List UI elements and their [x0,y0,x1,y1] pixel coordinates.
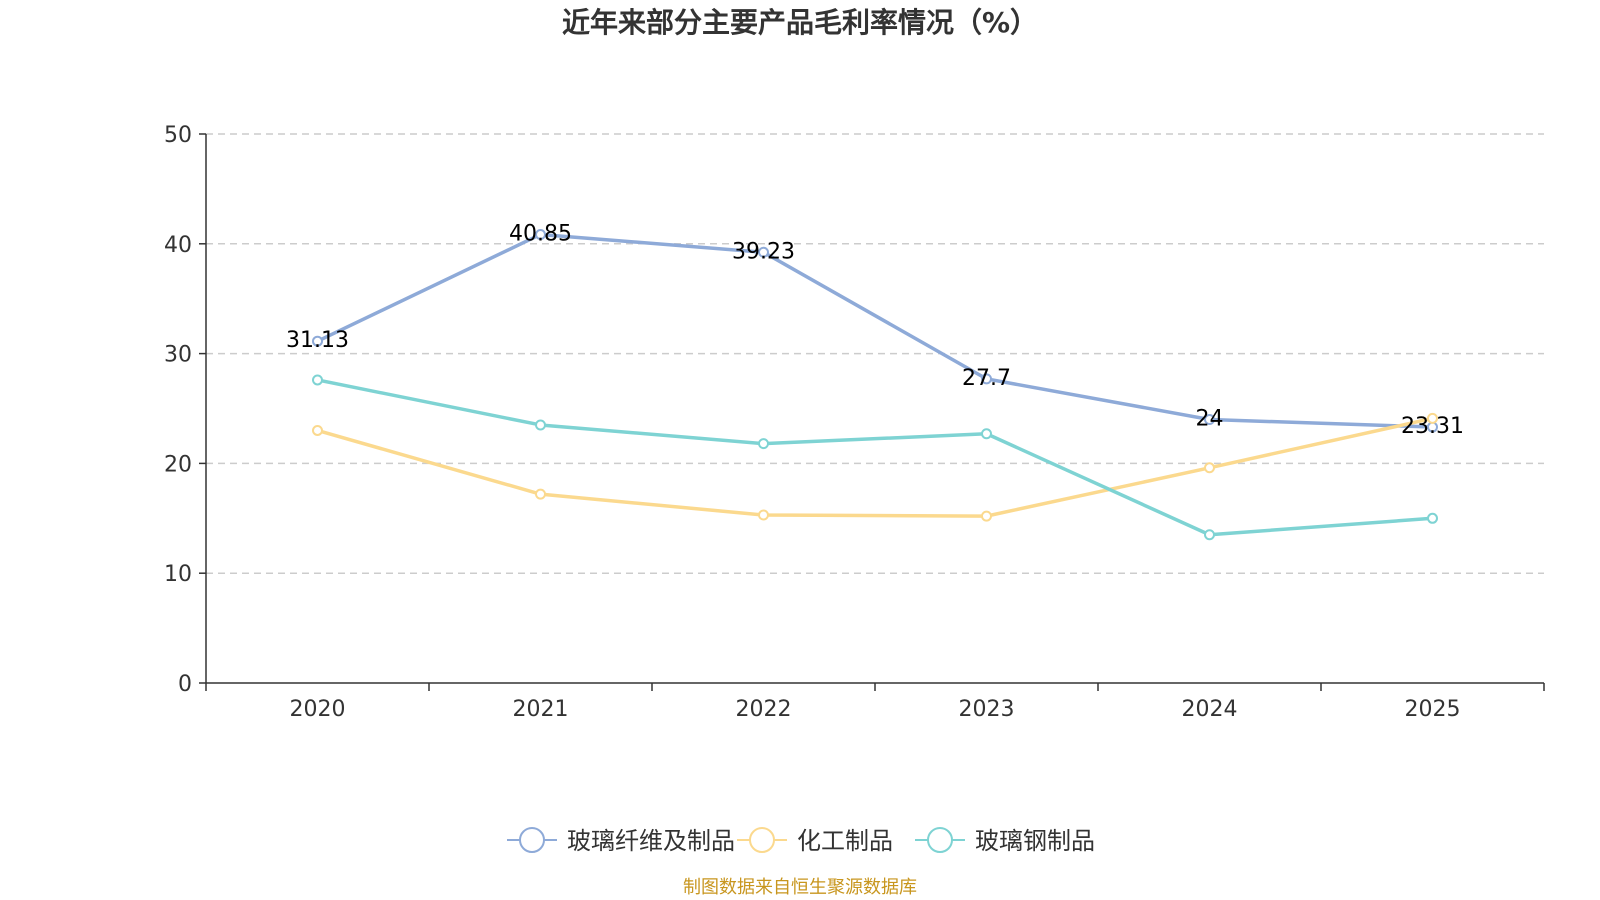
legend-label: 玻璃纤维及制品 [567,827,735,855]
y-tick-label: 10 [164,562,192,587]
legend[interactable]: 玻璃纤维及制品 化工制品 玻璃钢制品 [507,827,1095,855]
legend-item-2[interactable]: 化工制品 [737,827,893,855]
series-3 [312,374,1438,541]
data-point[interactable] [981,510,992,522]
data-point[interactable] [1204,413,1215,425]
data-label: 31.13 [286,328,349,353]
series-2 [312,412,1438,522]
series-line [316,232,1433,429]
data-point[interactable] [535,228,546,240]
data-point[interactable] [312,374,323,386]
data-point[interactable] [312,424,323,436]
data-point[interactable] [312,335,323,347]
data-label: 24 [1196,406,1224,431]
axes: 0 10 20 30 40 50 2020 2021 2022 2023 2024 2025 [164,123,1545,722]
chart-title: 近年来部分主要产品毛利率情况（%） [562,6,1038,39]
x-tick-label: 2023 [959,697,1015,722]
legend-marker-icon [749,827,775,853]
data-label: 39.23 [732,239,795,264]
source-note: 制图数据来自恒生聚源数据库 [683,877,917,898]
x-tick-label: 2021 [513,697,569,722]
y-tick-label: 30 [164,343,192,368]
series-1 [312,228,1438,433]
data-point[interactable] [758,438,769,450]
series-line [317,416,1433,518]
legend-item-3[interactable]: 玻璃钢制品 [915,827,1095,855]
data-point[interactable] [1427,412,1438,424]
x-tick-label: 2020 [290,697,346,722]
y-tick-label: 20 [164,452,192,477]
legend-item-1[interactable]: 玻璃纤维及制品 [507,827,735,855]
data-point[interactable] [1204,462,1215,474]
data-point[interactable] [758,246,769,258]
data-label: 27.7 [962,366,1011,391]
data-labels: 31.13 40.85 39.23 27.7 24 23.31 [286,221,1464,439]
data-point[interactable] [981,428,992,440]
data-point[interactable] [535,488,546,500]
y-tick-label: 50 [164,123,192,148]
data-point[interactable] [535,419,546,431]
data-label: 40.85 [509,221,572,246]
series-group [312,228,1438,541]
x-tick-label: 2024 [1182,697,1238,722]
grid-lines [206,133,1544,574]
data-point[interactable] [1204,529,1215,541]
legend-marker-icon [519,827,545,853]
y-tick-label: 40 [164,233,192,258]
data-point[interactable] [758,509,769,521]
series-line [317,378,1433,537]
legend-label: 玻璃钢制品 [975,827,1095,855]
x-tick-label: 2022 [736,697,792,722]
y-tick-label: 0 [178,672,192,697]
legend-label: 化工制品 [797,827,893,855]
data-label: 23.31 [1401,414,1464,439]
data-point[interactable] [1427,512,1438,524]
data-point[interactable] [981,373,992,385]
x-tick-label: 2025 [1405,697,1461,722]
legend-marker-icon [927,827,953,853]
